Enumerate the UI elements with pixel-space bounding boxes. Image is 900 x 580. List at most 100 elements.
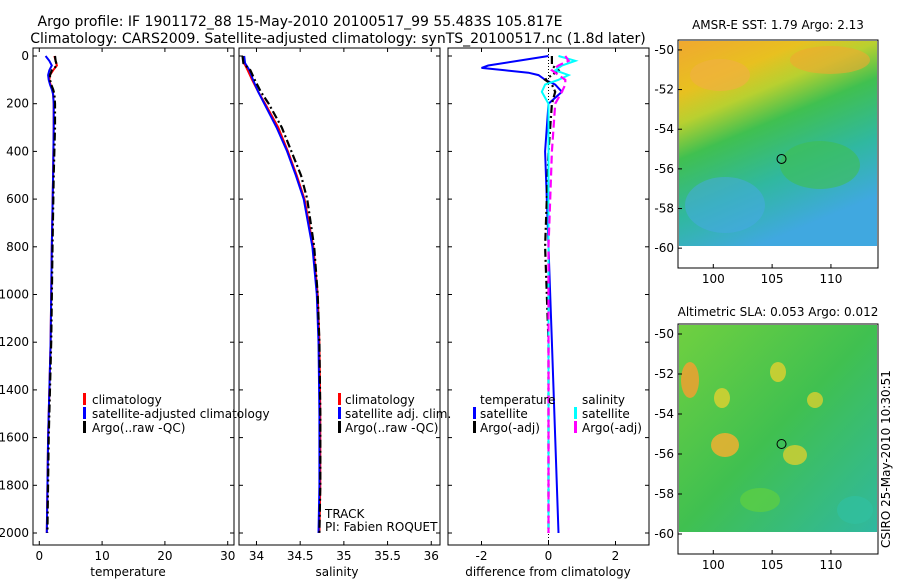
x-tick-label: 10 [94,549,109,563]
salinity-panel: 34 34.5 35 35.5 36 salinity climatology sate… [238,47,451,579]
x-tick-label: 35.5 [374,549,401,563]
y-tick-label: -52 [654,367,674,381]
legend-swatch-sal-satellite [574,407,577,419]
y-tick-label: -56 [654,447,674,461]
legend-swatch-temp-argo [473,421,476,433]
temperature-series [44,55,59,534]
y-tick-label: 1200 [0,335,29,349]
legend-swatch-sal-argo [574,421,577,433]
argo-float-marker [776,153,787,164]
salinity-series [241,55,322,534]
x-tick-label: 35 [336,549,351,563]
y-tick-label: 2000 [0,526,29,540]
y-tick-label: -54 [654,122,674,136]
sst-warm-patch [690,59,750,91]
salinity-x-ticks: 34 34.5 35 35.5 36 [249,48,439,563]
x-tick-label: 105 [761,558,784,572]
difference-xlabel: difference from climatology [465,565,631,579]
y-tick-label: -60 [654,527,674,541]
legend-swatch-satellite-adj [338,407,341,419]
y-tick-label: 1000 [0,288,29,302]
temperature-legend: climatology satellite-adjusted climatolo… [83,393,270,435]
sst-warm-patch [790,46,870,74]
y-tick-label: 600 [6,192,29,206]
series-line-argo-raw-qc [46,55,59,534]
salinity-xlabel: salinity [315,565,358,579]
x-tick-label: 0 [35,549,43,563]
x-tick-label: 30 [220,549,235,563]
sst-cold-patch [685,177,765,233]
difference-series [481,55,579,534]
sla-map-panel: Altimetric SLA: 0.053 Argo: 0.012 100 105… [654,305,879,572]
legend-label-climatology: climatology [345,393,415,407]
y-tick-label: -58 [654,487,674,501]
salinity-axes-box [238,47,441,546]
sla-mid-patch [740,488,780,512]
temperature-axes-box [32,47,235,546]
sla-map-ticks: 100 105 110 -50 -52 -54 -56 -58 -60 [654,327,842,572]
sst-map-ticks: 100 105 110 -50 -52 -54 -56 -58 -60 [654,43,842,286]
x-tick-label: 0 [545,549,553,563]
sla-high-patch [783,445,807,465]
y-tick-label: -56 [654,162,674,176]
legend-swatch-temp-satellite [473,407,476,419]
salinity-y-ticks [239,55,440,534]
legend-swatch-argo [338,421,341,433]
x-tick-label: 110 [819,272,842,286]
legend-label-temp-satellite: satellite [480,407,528,421]
y-tick-label: 1400 [0,383,29,397]
legend-label-sal-argo: Argo(-adj) [582,421,642,435]
x-tick-label: 100 [702,558,725,572]
y-tick-label: 1800 [0,478,29,492]
y-tick-label: 800 [6,240,29,254]
sla-high-patch [711,433,739,457]
sla-map-title: Altimetric SLA: 0.053 Argo: 0.012 [678,305,879,319]
temperature-xlabel: temperature [90,565,165,579]
y-tick-label: -50 [654,327,674,341]
x-tick-label: -2 [476,549,488,563]
pi-annotation: PI: Fabien ROQUET [325,520,438,534]
sla-high-patch [714,388,730,408]
legend-swatch-climatology [83,393,86,405]
difference-y-ticks [448,55,649,534]
y-tick-label: -60 [654,241,674,255]
sla-low-patch [837,496,873,524]
y-tick-label: 1600 [0,431,29,445]
sla-high-patch [770,362,786,382]
y-tick-label: 400 [6,144,29,158]
legend-header-salinity: salinity [582,393,625,407]
legend-label-argo: Argo(..raw -QC) [92,421,185,435]
legend-swatch-climatology [338,393,341,405]
credit-stamp: CSIRO 25-May-2010 10:30:51 [879,370,893,548]
legend-label-sal-satellite: satellite [582,407,630,421]
legend-label-climatology: climatology [92,393,162,407]
legend-label-satellite-adjusted: satellite-adjusted climatology [92,407,270,421]
x-tick-label: 100 [702,272,725,286]
sst-map-title: AMSR-E SST: 1.79 Argo: 2.13 [692,18,864,32]
y-tick-label: -54 [654,407,674,421]
legend-label-temp-argo: Argo(-adj) [480,421,540,435]
sst-no-data-strip [679,246,877,267]
sla-high-patch [681,362,699,398]
series-line-argo-raw-qc [241,55,322,534]
y-tick-label: 200 [6,97,29,111]
series-line-salinity-argo-adj [547,55,571,533]
y-tick-label: 0 [21,49,29,63]
x-tick-label: 110 [819,558,842,572]
y-tick-label: -58 [654,202,674,216]
salinity-legend: climatology satellite adj. clim. Argo(..… [338,393,451,435]
argo-float-marker [776,439,787,449]
sst-mid-patch [780,141,860,189]
temperature-panel: 0 200 400 600 800 1000 1200 1400 1600 1800 2000 0 1… [0,47,270,579]
y-tick-label: -52 [654,83,674,97]
y-tick-label: -50 [654,43,674,57]
difference-panel: -2 0 2 difference from climatology tempera… [447,47,650,579]
x-tick-label: 20 [157,549,172,563]
legend-header-temperature: temperature [480,393,555,407]
figure-title-line2: Climatology: CARS2009. Satellite-adjuste… [30,31,645,47]
track-annotation: TRACK [324,507,366,521]
depth-ticks: 0 200 400 600 800 1000 1200 1400 1600 1800 2000 [0,49,234,540]
sla-high-patch [807,392,823,408]
legend-swatch-argo [83,421,86,433]
